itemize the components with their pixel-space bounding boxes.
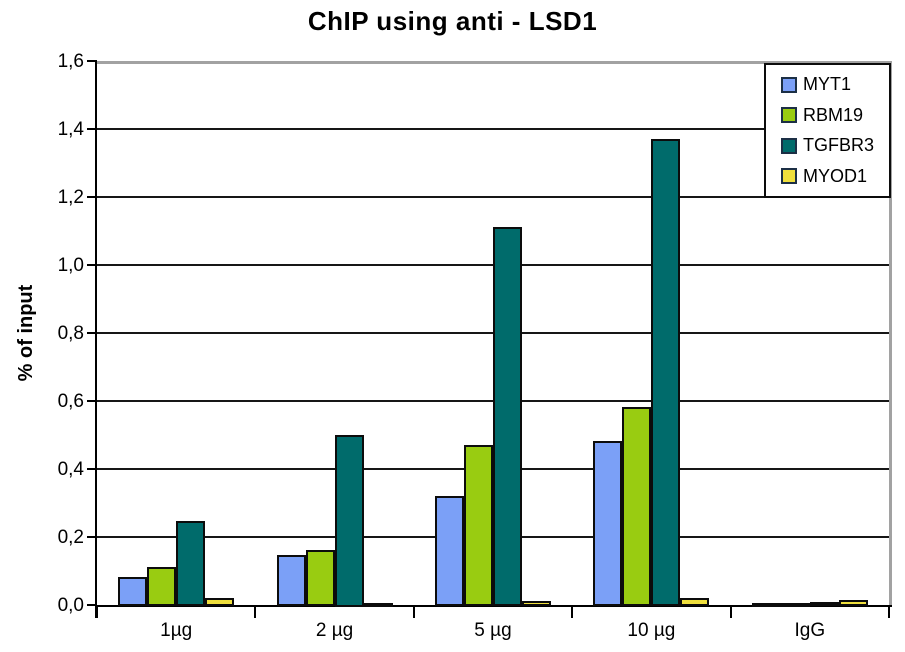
bar-tgfbr3-IgG — [809, 602, 839, 607]
y-axis-tick — [87, 60, 97, 62]
bar-myt1-1µg — [118, 577, 148, 607]
bar-tgfbr3-5µg — [493, 227, 522, 607]
bar-tgfbr3-10µg — [651, 139, 681, 607]
legend-label: TGFBR3 — [803, 135, 875, 156]
legend-swatch-icon — [781, 107, 797, 124]
chart-title: ChIP using anti - LSD1 — [307, 6, 598, 36]
y-tick-label: 0,6 — [57, 390, 84, 412]
bar-myt1-10µg — [593, 441, 623, 607]
x-axis-tick — [96, 604, 98, 618]
y-axis-tick — [87, 127, 97, 130]
bar-myt1-IgG — [751, 602, 781, 607]
legend-swatch-icon — [781, 137, 797, 154]
y-axis-line — [94, 61, 97, 618]
x-category-label: IgG — [794, 620, 826, 641]
bar-rbm19-10µg — [622, 407, 652, 607]
bar-myod1-2µg — [363, 602, 393, 607]
x-category-label: 1µg — [160, 620, 193, 641]
bar-tgfbr3-2µg — [334, 434, 364, 607]
x-axis-tick — [254, 604, 257, 618]
legend-swatch-icon — [781, 76, 797, 93]
legend-swatch-icon — [781, 168, 797, 185]
bar-tgfbr3-1µg — [176, 521, 206, 607]
y-tick-label: 1,4 — [57, 118, 84, 140]
x-axis-tick — [888, 604, 890, 618]
x-axis-tick — [412, 604, 415, 618]
y-tick-label: 0,8 — [57, 322, 84, 344]
y-axis-tick — [87, 535, 97, 538]
x-category-label: 5 µg — [474, 620, 512, 641]
bar-myt1-2µg — [276, 555, 306, 607]
bar-myod1-IgG — [838, 600, 868, 607]
y-tick-label: 1,2 — [57, 186, 84, 208]
bar-rbm19-2µg — [305, 550, 335, 607]
legend-item-tgfbr3: TGFBR3 — [781, 135, 889, 156]
bar-myt1-5µg — [435, 495, 464, 607]
x-axis-tick — [571, 604, 574, 618]
y-tick-label: 1,6 — [57, 51, 84, 72]
legend-label: MYOD1 — [803, 165, 868, 186]
bar-rbm19-1µg — [147, 567, 177, 607]
y-tick-label: 1,0 — [57, 254, 84, 276]
x-category-label: 10 µg — [627, 620, 676, 641]
bar-rbm19-IgG — [780, 602, 810, 607]
x-category-label: 2 µg — [315, 620, 354, 641]
y-axis-tick — [87, 331, 97, 334]
y-axis-tick — [87, 195, 97, 198]
legend-item-rbm19: RBM19 — [781, 105, 889, 126]
y-axis-tick — [87, 603, 97, 606]
y-tick-label: 0,0 — [57, 594, 84, 616]
legend: MYT1 RBM19 TGFBR3 MYOD1 — [764, 63, 891, 198]
y-axis-tick — [87, 263, 97, 266]
bar-rbm19-5µg — [464, 444, 493, 607]
bar-myod1-5µg — [522, 601, 551, 607]
legend-label: MYT1 — [803, 74, 852, 95]
y-axis-tick — [87, 467, 97, 470]
legend-label: RBM19 — [803, 104, 864, 125]
plot-right-border — [889, 61, 892, 607]
y-axis-tick — [87, 399, 97, 402]
legend-item-myt1: MYT1 — [781, 74, 889, 95]
bar-myod1-10µg — [680, 597, 710, 607]
y-tick-label: 0,4 — [57, 458, 84, 480]
plot-top-border — [97, 61, 892, 64]
bar-myod1-1µg — [205, 597, 235, 607]
y-tick-label: 0,2 — [57, 526, 84, 548]
gridline — [97, 127, 889, 130]
gridline — [97, 195, 889, 198]
x-axis-tick — [729, 604, 732, 618]
legend-item-myod1: MYOD1 — [781, 166, 889, 187]
